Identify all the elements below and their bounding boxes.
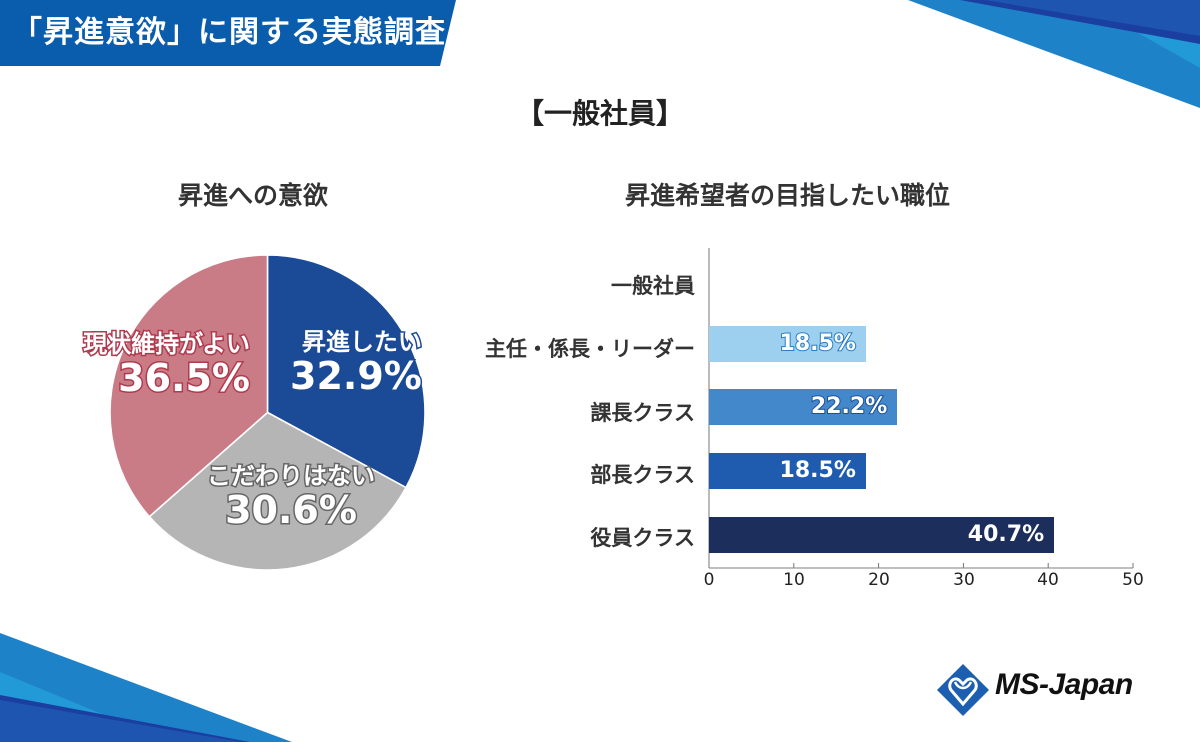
page-title: 「昇進意欲」に関する実態調査	[12, 15, 446, 50]
x-tick-label: 40	[1037, 570, 1059, 590]
bar-supervisor: 18.5%	[709, 326, 866, 362]
bar-value-label: 18.5%	[779, 330, 857, 357]
pie-label-no-preference: こだわりはない 30.6%	[206, 461, 377, 532]
bar-category-label: 一般社員	[611, 274, 695, 298]
x-tick-label: 0	[703, 570, 715, 590]
bar-category-label: 部長クラス	[590, 463, 695, 487]
bar-category-label: 課長クラス	[590, 401, 695, 425]
pie-label-want-promotion: 昇進したい 32.9%	[289, 327, 424, 398]
x-tick-label: 50	[1122, 570, 1144, 590]
bar-category-label: 役員クラス	[590, 526, 695, 550]
pie-chart	[110, 255, 425, 570]
bar-category-label: 主任・係長・リーダー	[485, 337, 695, 361]
title-banner	[0, 0, 456, 66]
pie-slice	[266, 255, 425, 489]
bar-section-manager: 22.2%	[709, 389, 898, 425]
logo-text: MS-Japan	[995, 668, 1133, 701]
logo-diamond-heart-icon	[937, 664, 989, 716]
bar-executive: 40.7%	[709, 517, 1055, 553]
x-tick-label: 20	[868, 570, 890, 590]
x-tick-label: 30	[953, 570, 975, 590]
pie-label-status-quo: 現状維持がよい 36.5%	[82, 329, 252, 400]
bar-value-label: 22.2%	[810, 393, 888, 420]
bar-value-label: 18.5%	[779, 458, 856, 483]
pie-chart-title: 昇進への意欲	[178, 181, 329, 210]
bar-value-label: 40.7%	[967, 522, 1045, 547]
pie-slice	[148, 411, 408, 570]
subtitle-heading: 【一般社員】	[515, 97, 684, 130]
bar-chart-title: 昇進希望者の目指したい職位	[625, 181, 951, 210]
bar-department-manager: 18.5%	[709, 453, 866, 489]
x-tick-label: 10	[783, 570, 805, 590]
ms-japan-logo: MS-Japan	[935, 660, 1165, 720]
pie-slice	[110, 255, 269, 518]
